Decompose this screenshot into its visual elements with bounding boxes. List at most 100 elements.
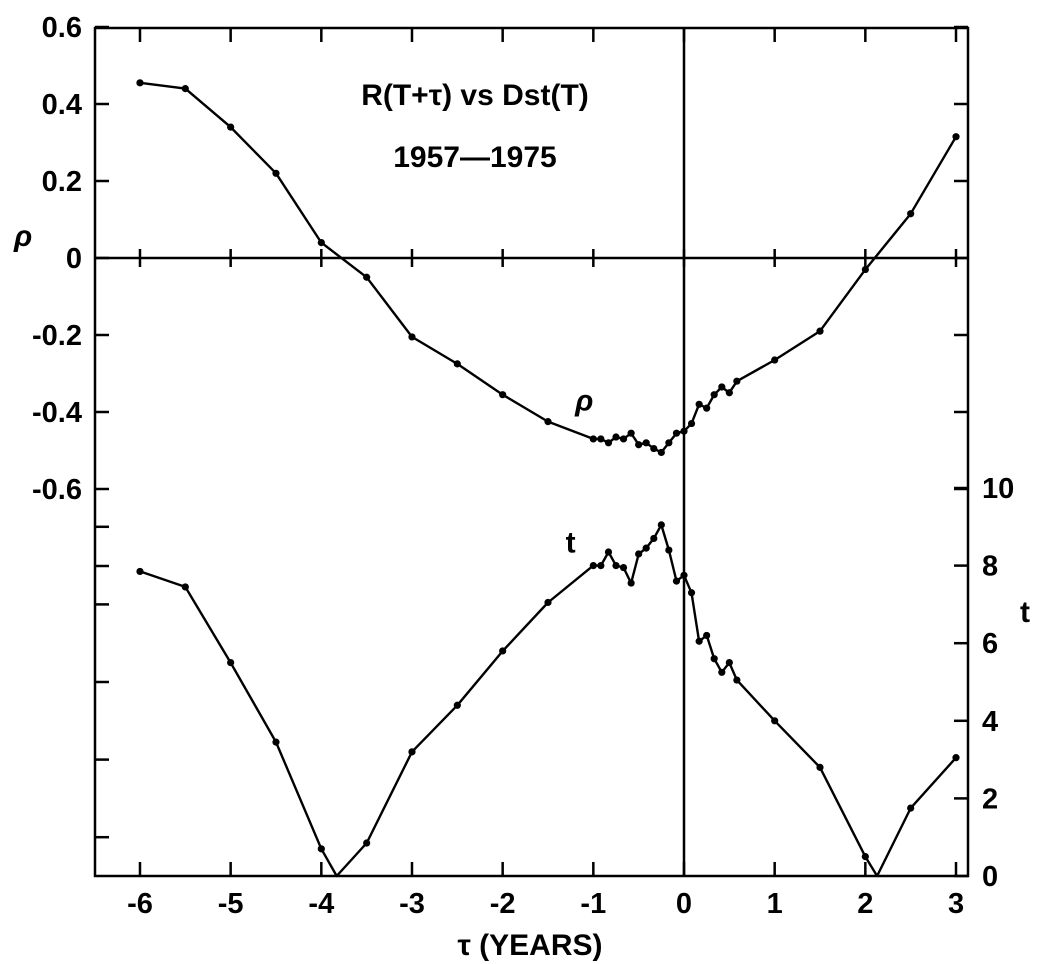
data-point (642, 439, 650, 447)
y-right-tick-label: 6 (982, 628, 998, 660)
y-right-tick-label: 4 (982, 706, 998, 738)
series-label-rho: ρ (574, 384, 593, 417)
data-point (499, 391, 507, 399)
tick-labels: -6 -5 -4 -3 -2 -1 0 1 2 3 0.6 0.4 0.2 0 -0.2 -0.4 -0.6 10… (32, 12, 1014, 920)
data-point (627, 579, 635, 587)
data-point (861, 853, 869, 861)
data-point (227, 659, 235, 667)
data-point (227, 123, 235, 131)
data-point (136, 79, 144, 87)
y-right-tick-label: 10 (982, 473, 1014, 505)
data-point (771, 356, 779, 364)
data-point (952, 754, 960, 762)
x-tick-label: 2 (857, 888, 873, 920)
x-tick-label: 3 (948, 888, 964, 920)
y-left-tick-label: 0.2 (42, 166, 82, 198)
data-point (650, 534, 658, 543)
x-tick-label: -3 (399, 888, 425, 920)
y-axis-label-left: ρ (13, 220, 32, 253)
data-point (272, 169, 280, 177)
data-point (672, 577, 681, 585)
series-line-rho (139, 81, 958, 454)
data-point (695, 400, 703, 408)
data-point (733, 377, 741, 385)
y-left-tick-label: 0 (66, 243, 82, 275)
data-point (604, 548, 613, 556)
data-point (408, 748, 416, 756)
x-tick-label: -6 (127, 888, 153, 920)
data-point (619, 563, 628, 572)
x-tick-label: -5 (218, 888, 244, 920)
data-point (453, 701, 461, 709)
x-tick-label: -4 (308, 888, 334, 920)
data-point (317, 845, 325, 853)
data-point (687, 589, 696, 597)
chart-subtitle: 1957—1975 (393, 141, 556, 174)
data-point (612, 433, 620, 441)
y-left-tick-label: 0.6 (42, 12, 82, 44)
data-point (952, 133, 960, 141)
data-point (703, 631, 711, 640)
data-point (363, 273, 371, 281)
x-tick-label: 0 (676, 888, 692, 920)
data-point (589, 435, 597, 443)
data-point (597, 435, 605, 443)
data-point (907, 804, 915, 812)
data-point (695, 637, 703, 645)
data-point (680, 427, 688, 435)
plot-frame (93, 26, 970, 878)
data-point (627, 429, 635, 437)
y-right-tick-label: 0 (982, 861, 998, 893)
data-point (665, 439, 673, 447)
x-tick-label: 1 (767, 888, 783, 920)
x-tick-label: -1 (580, 888, 606, 920)
data-point (657, 448, 665, 457)
data-point (907, 210, 915, 218)
y-right-tick-label: 8 (982, 551, 998, 583)
data-point (718, 383, 726, 391)
data-point (771, 717, 779, 725)
series-label-t: t (566, 526, 576, 559)
data-point (733, 676, 741, 684)
data-point (718, 668, 726, 676)
data-point (544, 598, 552, 607)
data-point (680, 571, 688, 579)
series-layer (136, 79, 960, 878)
data-point (619, 435, 628, 443)
data-point (597, 562, 605, 570)
data-point (816, 327, 824, 335)
data-point (453, 360, 461, 368)
chart-title: R(T+τ) vs Dst(T) (361, 79, 589, 112)
data-point (665, 546, 673, 554)
axis-ticks (95, 25, 968, 878)
data-point (499, 647, 507, 655)
data-point (710, 655, 718, 663)
data-point (710, 391, 718, 399)
data-point (363, 839, 371, 847)
series-line-t (139, 523, 957, 878)
data-point (544, 418, 552, 426)
data-point (635, 550, 643, 558)
data-point (816, 763, 824, 771)
data-point (589, 562, 597, 570)
data-point (181, 85, 189, 93)
data-point (650, 444, 658, 453)
data-point (672, 429, 681, 437)
y-left-tick-label: -0.4 (32, 397, 82, 429)
data-point (725, 389, 733, 397)
data-point (703, 404, 711, 412)
data-point (272, 738, 280, 746)
data-point (687, 419, 696, 428)
y-right-tick-label: 2 (982, 783, 998, 815)
data-point (861, 265, 869, 274)
data-point (408, 333, 416, 341)
x-axis-label: τ (YEARS) (457, 929, 602, 962)
data-point (612, 562, 620, 570)
data-point (657, 521, 665, 529)
y-axis-label-right: t (1020, 596, 1030, 629)
data-point (725, 659, 733, 667)
y-left-tick-label: 0.4 (42, 89, 82, 121)
y-left-tick-label: -0.6 (32, 474, 82, 506)
data-point (604, 439, 613, 447)
